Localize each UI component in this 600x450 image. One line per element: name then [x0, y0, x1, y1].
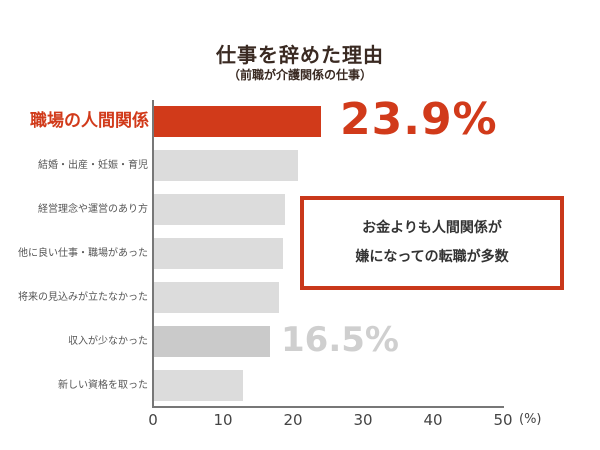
highlight-value-label: 23.9%	[340, 94, 498, 145]
chart-title: 仕事を辞めた理由	[216, 43, 384, 67]
bar	[154, 370, 243, 401]
x-axis-unit: (%)	[519, 412, 542, 427]
bar	[154, 238, 283, 269]
callout-box: お金よりも人間関係が 嫌になっての転職が多数	[300, 196, 564, 290]
x-tick-label: 40	[423, 411, 443, 429]
callout-line-2: 嫌になっての転職が多数	[355, 249, 509, 265]
secondary-value-label: 16.5%	[281, 320, 399, 360]
category-label: 将来の見込みが立たなかった	[18, 292, 148, 303]
x-tick-label: 30	[353, 411, 373, 429]
callout-line-1: お金よりも人間関係が	[362, 220, 502, 236]
category-label: 経営理念や運営のあり方	[38, 204, 148, 215]
category-label: 新しい資格を取った	[58, 380, 148, 391]
chart-subtitle: （前職が介護関係の仕事）	[227, 68, 372, 82]
category-label: 結婚・出産・妊娠・育児	[38, 160, 148, 171]
bar	[154, 282, 279, 313]
bar	[154, 326, 270, 357]
y-axis-line	[152, 100, 154, 408]
bar	[154, 194, 285, 225]
x-axis-line	[152, 406, 504, 408]
x-tick-label: 10	[213, 411, 233, 429]
category-label: 収入が少なかった	[68, 336, 148, 347]
x-tick-label: 20	[283, 411, 303, 429]
bar	[154, 106, 321, 137]
x-tick-label: 50	[493, 411, 513, 429]
category-label: 職場の人間関係	[30, 111, 149, 131]
category-label: 他に良い仕事・職場があった	[18, 248, 148, 259]
bar	[154, 150, 298, 181]
x-tick-label: 0	[148, 411, 158, 429]
